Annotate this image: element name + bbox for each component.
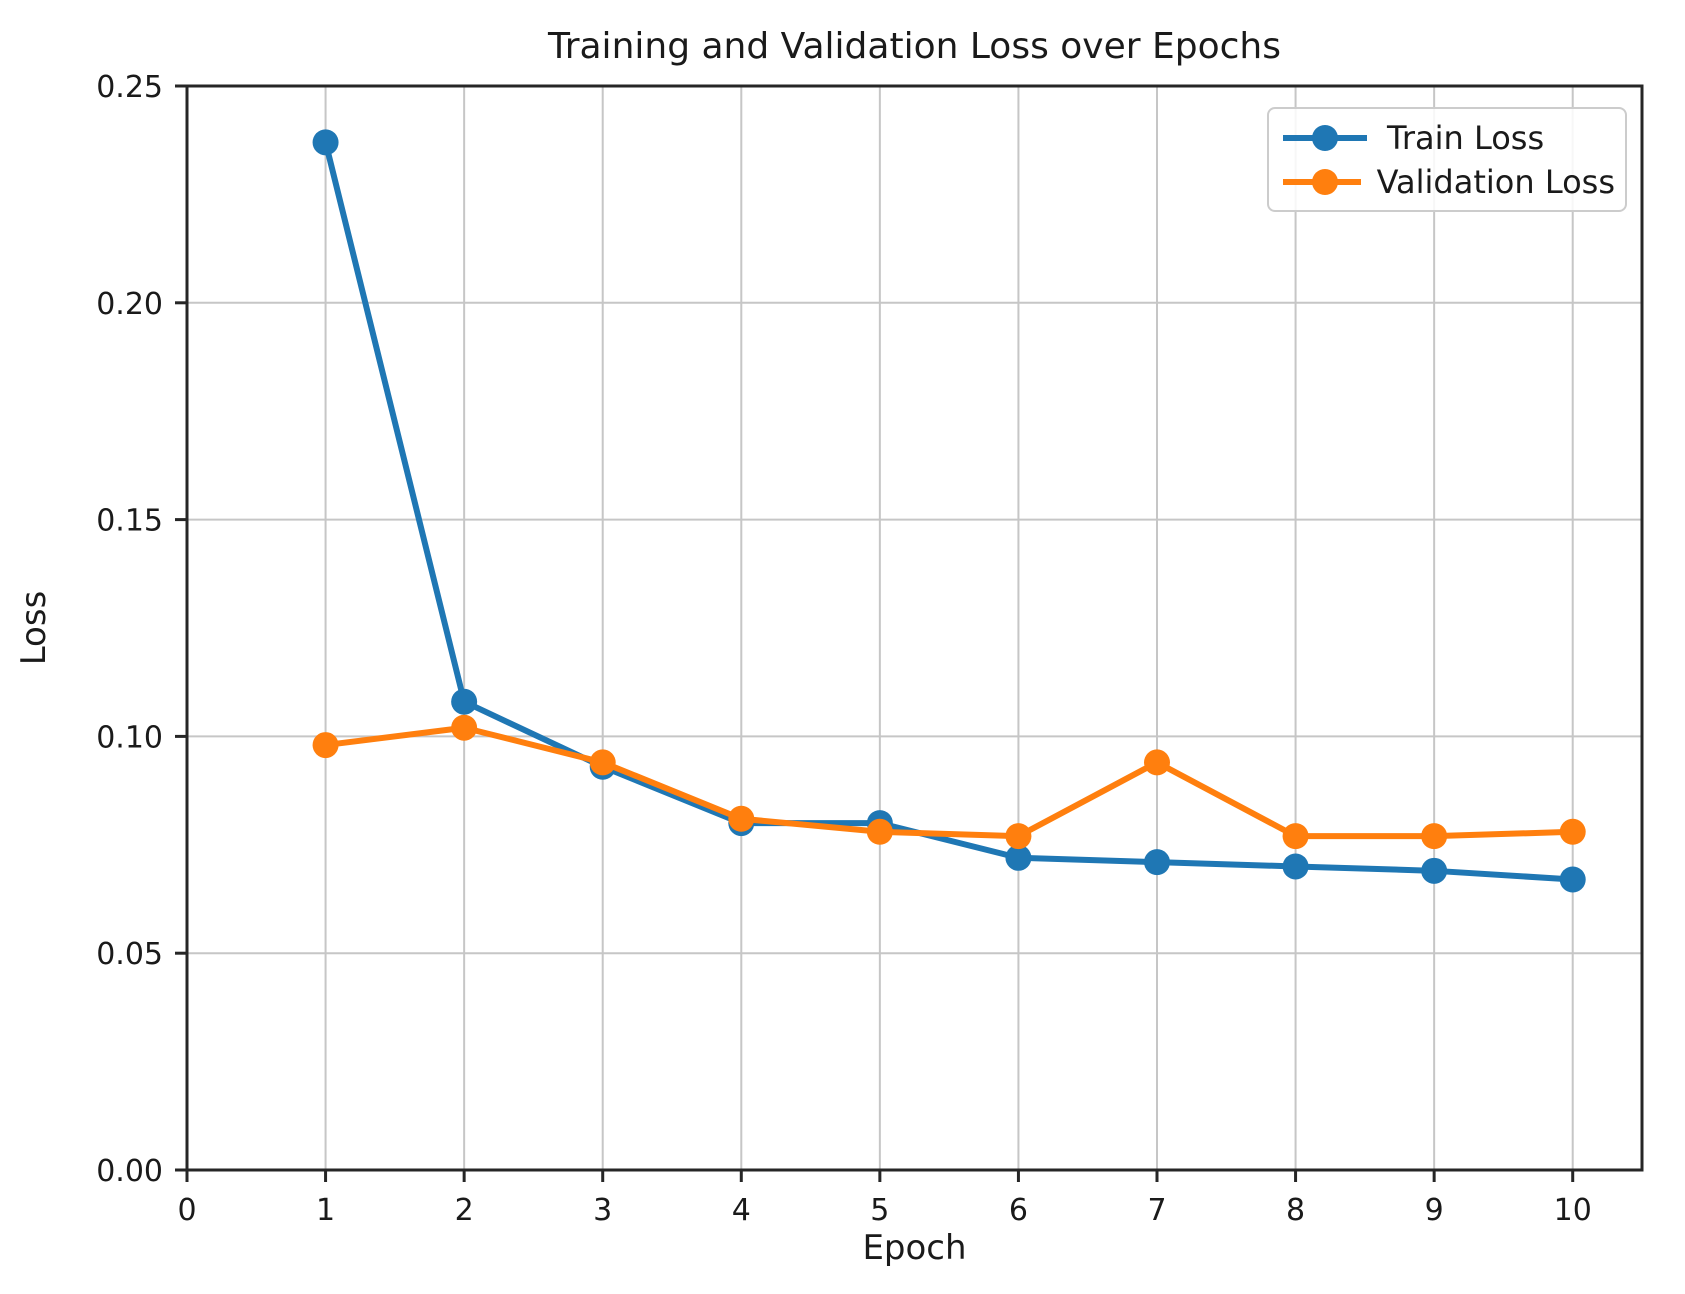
train-loss-point [1005, 844, 1032, 871]
train-loss-point [1144, 849, 1170, 876]
legend-label: Train Loss [1387, 118, 1545, 157]
y-tick-label: 0.15 [96, 504, 163, 539]
x-tick-label: 5 [870, 1193, 889, 1228]
x-tick-label: 0 [177, 1193, 196, 1228]
y-tick-label: 0.00 [96, 1154, 163, 1189]
validation-loss-line [322, 724, 1576, 840]
validation-loss-point [728, 805, 755, 832]
train-loss-point [1421, 857, 1448, 884]
y-tick-label: 0.20 [96, 287, 163, 322]
x-tick-label: 10 [1554, 1193, 1592, 1228]
chart-title: Training and Validation Loss over Epochs [548, 26, 1281, 67]
legend-item-validation-loss: Validation Loss [1279, 163, 1615, 201]
legend-item-train-loss: Train Loss [1279, 119, 1615, 157]
train-loss-point [1559, 866, 1586, 893]
y-tick-label: 0.25 [96, 70, 163, 105]
axes-box [185, 84, 1644, 1172]
train-loss-point [451, 688, 478, 715]
validation-loss-point [1559, 818, 1586, 845]
validation-loss-point [589, 749, 616, 776]
train-loss-point [312, 129, 339, 156]
validation-loss-point [1005, 823, 1032, 850]
x-tick-label: 9 [1425, 1193, 1444, 1228]
x-tick-label: 4 [732, 1193, 751, 1228]
validation-loss-point [451, 714, 478, 741]
x-axis-label: Epoch [862, 1228, 967, 1268]
x-tick-label: 6 [1009, 1193, 1028, 1228]
x-tick-label: 1 [316, 1193, 335, 1228]
validation-loss-point [312, 732, 339, 759]
legend: Train Loss Validation Loss [1267, 107, 1627, 212]
validation-loss-point [1282, 823, 1309, 850]
validation-loss-point [1144, 749, 1170, 776]
x-tick-label: 8 [1286, 1193, 1305, 1228]
legend-line-marker-swatch [1283, 124, 1367, 151]
x-tick-label: 2 [455, 1193, 474, 1228]
train-loss-line [322, 139, 1576, 883]
train-loss-point [1282, 853, 1309, 880]
x-tick-label: 3 [593, 1193, 612, 1228]
validation-loss-point [866, 818, 893, 845]
validation-loss-point [1421, 823, 1448, 850]
legend-label: Validation Loss [1376, 162, 1615, 201]
y-tick-label: 0.05 [96, 937, 163, 972]
y-tick-label: 0.10 [96, 720, 163, 755]
x-tick-label: 7 [1147, 1193, 1166, 1228]
legend-line-marker-swatch [1283, 168, 1361, 195]
